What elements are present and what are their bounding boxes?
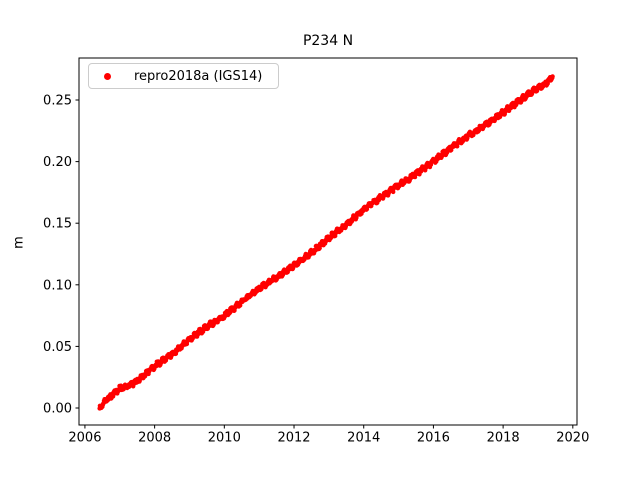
x-axis-ticks: 2006 2008 2010 2012 2014 2016 2018 2020 bbox=[68, 425, 589, 446]
y-tick-label: 0.00 bbox=[43, 401, 72, 416]
legend: repro2018a (IGS14) bbox=[88, 63, 279, 89]
y-tick-label: 0.20 bbox=[43, 155, 72, 170]
x-tick-label: 2018 bbox=[487, 431, 520, 446]
data-point bbox=[550, 74, 555, 79]
scatter-series bbox=[97, 74, 555, 411]
legend-label: repro2018a (IGS14) bbox=[134, 68, 263, 84]
x-tick-label: 2020 bbox=[556, 431, 589, 446]
y-tick-label: 0.10 bbox=[43, 278, 72, 293]
x-tick-label: 2014 bbox=[347, 431, 380, 446]
chart-title: P234 N bbox=[302, 33, 354, 49]
y-tick-label: 0.05 bbox=[43, 340, 72, 355]
y-axis-label: m bbox=[11, 236, 27, 249]
axis-frame bbox=[78, 57, 578, 426]
x-tick-label: 2010 bbox=[208, 431, 241, 446]
x-tick-label: 2016 bbox=[417, 431, 450, 446]
y-axis-ticks: 0.00 0.05 0.10 0.15 0.20 0.25 bbox=[43, 94, 79, 416]
x-tick-label: 2008 bbox=[138, 431, 171, 446]
y-tick-label: 0.15 bbox=[43, 217, 72, 232]
x-tick-label: 2012 bbox=[277, 431, 310, 446]
legend-dot-icon bbox=[104, 72, 111, 80]
x-tick-label: 2006 bbox=[68, 431, 101, 446]
y-tick-label: 0.25 bbox=[43, 94, 72, 109]
data-point bbox=[391, 189, 396, 195]
